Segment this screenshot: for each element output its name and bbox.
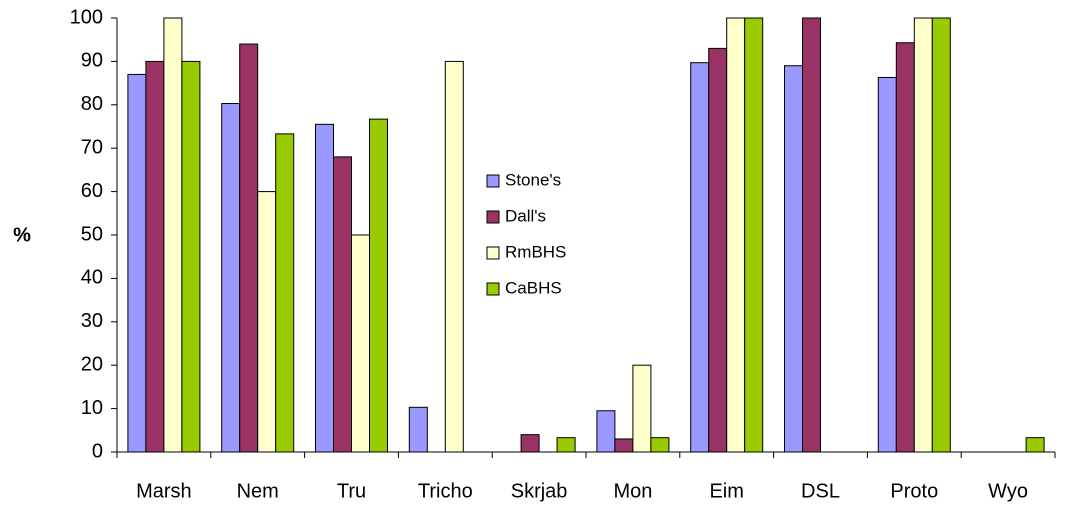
bar xyxy=(784,65,803,453)
legend-label: Dall's xyxy=(505,206,546,225)
bar xyxy=(315,123,334,453)
bar xyxy=(726,17,746,453)
y-tick-label: 50 xyxy=(81,223,103,245)
y-tick-label: 0 xyxy=(92,440,103,462)
legend-label: Stone's xyxy=(505,170,561,189)
bar xyxy=(444,60,464,453)
x-tick-label: Tru xyxy=(337,480,366,502)
bar xyxy=(520,434,540,453)
bar xyxy=(333,156,352,453)
bar xyxy=(145,60,165,453)
x-tick-label: Nem xyxy=(237,480,279,502)
y-tick-label: 100 xyxy=(70,6,103,28)
bar xyxy=(1025,437,1045,453)
x-tick-label: Wyo xyxy=(988,480,1028,502)
bar xyxy=(708,47,728,453)
x-tick-label: Marsh xyxy=(136,480,192,502)
bar xyxy=(221,102,241,453)
x-tick-label: Mon xyxy=(613,480,652,502)
bar xyxy=(895,42,915,453)
y-tick-label: 30 xyxy=(81,310,103,332)
y-tick-label: 40 xyxy=(81,267,103,289)
bar xyxy=(127,73,147,453)
legend-swatch xyxy=(486,210,500,224)
bar xyxy=(408,406,428,453)
bar xyxy=(614,438,634,453)
bar xyxy=(596,410,616,453)
x-tick-label: Eim xyxy=(709,480,743,502)
y-axis-label: % xyxy=(13,224,31,246)
legend-label: CaBHS xyxy=(505,278,562,297)
y-tick-label: 20 xyxy=(81,353,103,375)
bar xyxy=(877,76,897,453)
bar xyxy=(802,17,821,453)
bar xyxy=(369,118,388,453)
legend-swatch xyxy=(486,174,500,188)
bar xyxy=(632,364,652,453)
x-tick-label: DSL xyxy=(801,480,840,502)
bar xyxy=(913,17,933,453)
legend-swatch xyxy=(486,246,500,260)
bar xyxy=(690,62,710,453)
x-tick-label: Proto xyxy=(890,480,938,502)
y-tick-label: 70 xyxy=(81,136,103,158)
bar xyxy=(163,17,183,453)
y-tick-label: 60 xyxy=(81,180,103,202)
x-tick-label: Skrjab xyxy=(511,480,568,502)
y-tick-label: 80 xyxy=(81,93,103,115)
legend-swatch xyxy=(486,282,500,296)
bar xyxy=(275,133,295,453)
bar xyxy=(351,234,370,453)
bar xyxy=(931,17,951,453)
bar xyxy=(181,60,201,453)
x-tick-label: Tricho xyxy=(418,480,473,502)
bar xyxy=(556,437,576,453)
bar xyxy=(239,43,259,453)
y-tick-label: 90 xyxy=(81,50,103,72)
bar xyxy=(650,437,670,453)
bar xyxy=(744,17,764,453)
legend-label: RmBHS xyxy=(505,242,566,261)
bar xyxy=(257,191,277,453)
y-tick-label: 10 xyxy=(81,397,103,419)
legend: Stone's Dall's RmBHS CaBHS xyxy=(486,170,566,297)
